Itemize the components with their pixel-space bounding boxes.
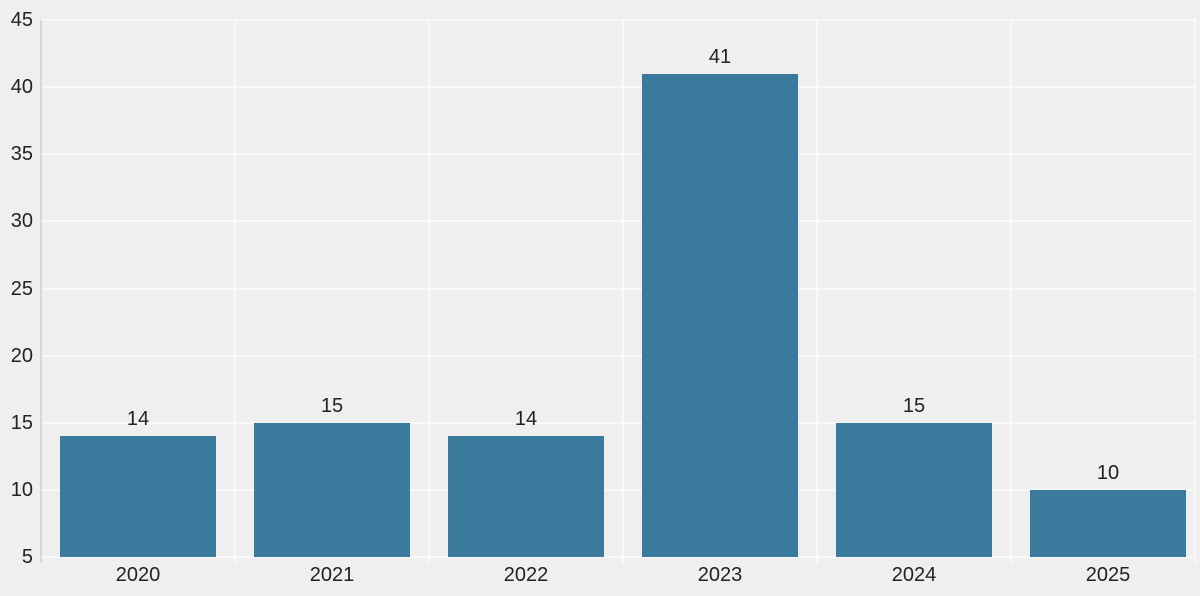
bar-value-label-2021: 15 — [320, 394, 344, 417]
h-gridline-20 — [41, 354, 1196, 357]
x-tick-label-2022: 2022 — [503, 564, 549, 586]
y-tick-label-40: 40 — [10, 76, 33, 99]
h-gridline-25 — [41, 287, 1196, 290]
bar-2024 — [836, 422, 992, 557]
h-gridline-45 — [41, 19, 1196, 21]
h-gridline-10 — [41, 488, 1196, 491]
bar-value-label-2024: 15 — [902, 394, 926, 417]
h-gridline-30 — [41, 220, 1196, 223]
h-gridline-15 — [41, 421, 1196, 424]
bar-value-label-2023: 41 — [708, 45, 732, 68]
v-gridline-2 — [428, 20, 430, 563]
bar-2023 — [642, 73, 798, 557]
v-gridline-5 — [1010, 20, 1012, 563]
bar-value-label-2020: 14 — [126, 408, 150, 431]
v-gridline-1 — [234, 20, 236, 563]
x-tick-label-2020: 2020 — [115, 564, 161, 586]
bar-2025 — [1030, 489, 1186, 557]
v-gridline-6 — [1194, 20, 1196, 563]
y-tick-label-20: 20 — [10, 344, 33, 367]
h-gridline-5 — [41, 556, 1196, 558]
h-gridline-35 — [41, 153, 1196, 156]
y-tick-label-5: 5 — [21, 546, 33, 568]
bar-2020 — [60, 436, 216, 557]
v-gridline-3 — [622, 20, 624, 563]
y-axis-line — [40, 20, 42, 563]
x-tick-label-2023: 2023 — [697, 564, 743, 586]
x-tick-label-2021: 2021 — [309, 564, 355, 586]
y-tick-label-15: 15 — [10, 411, 33, 434]
bar-value-label-2022: 14 — [514, 408, 538, 431]
bar-2021 — [254, 422, 410, 557]
h-gridline-40 — [41, 86, 1196, 89]
y-tick-label-35: 35 — [10, 143, 33, 166]
y-tick-label-30: 30 — [10, 210, 33, 233]
y-tick-label-45: 45 — [10, 9, 33, 31]
y-tick-label-10: 10 — [10, 478, 33, 501]
v-gridline-4 — [816, 20, 818, 563]
bar-value-label-2025: 10 — [1096, 461, 1120, 484]
x-tick-label-2024: 2024 — [891, 564, 937, 586]
bar-2022 — [448, 436, 604, 557]
y-tick-label-25: 25 — [10, 277, 33, 300]
x-tick-label-2025: 2025 — [1085, 564, 1131, 586]
